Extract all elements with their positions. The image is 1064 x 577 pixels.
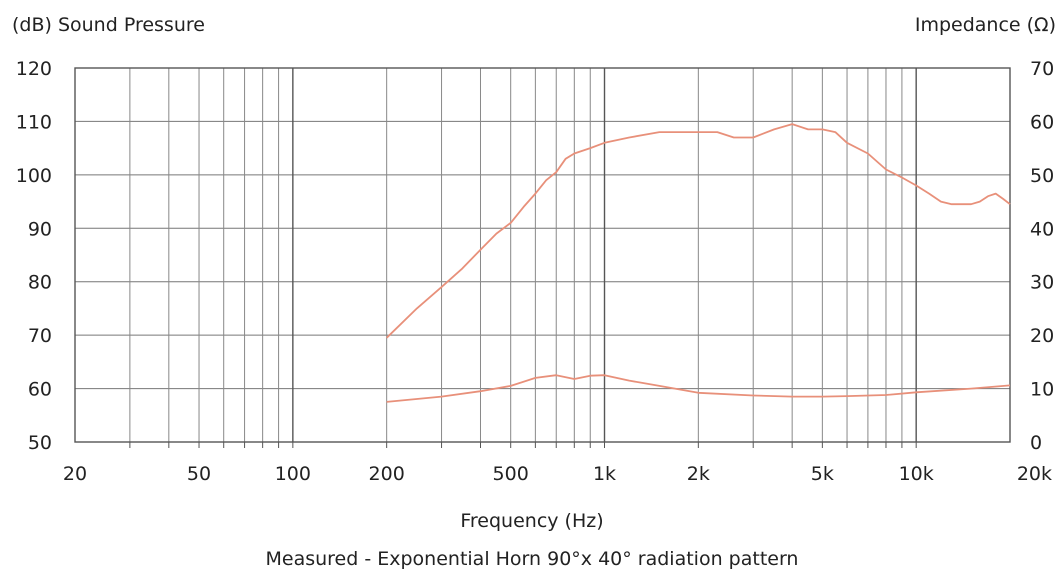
sound-pressure-series-line [386, 123, 1011, 339]
plot-frame [74, 67, 1011, 443]
right-y-tick-label: 60 [1030, 111, 1054, 133]
left-y-tick-labels: 50 60 70 80 90 100 110 120 [16, 58, 52, 454]
right-y-axis-label: Impedance (Ω) [914, 14, 1056, 36]
x-tick-label: 1k [593, 463, 616, 485]
right-y-tick-label: 20 [1030, 325, 1054, 347]
x-tick-label: 500 [493, 463, 529, 485]
x-tick-label: 20k [1017, 463, 1052, 485]
left-y-axis-label: (dB) Sound Pressure [12, 14, 205, 36]
major-gridlines [75, 67, 1010, 443]
left-y-tick-label: 100 [16, 165, 52, 187]
left-y-tick-label: 50 [28, 432, 52, 454]
left-y-tick-label: 60 [28, 379, 52, 401]
x-axis-label: Frequency (Hz) [460, 510, 604, 532]
left-y-tick-label: 70 [28, 325, 52, 347]
x-tick-label: 50 [187, 463, 211, 485]
x-tick-label: 5k [811, 463, 834, 485]
x-tick-label: 20 [63, 463, 87, 485]
x-tick-labels: 20 50 100 200 500 1k 2k 5k 10k 20k [63, 463, 1052, 485]
right-y-tick-label: 70 [1030, 58, 1054, 80]
right-y-tick-label: 0 [1030, 432, 1042, 454]
right-y-tick-label: 10 [1030, 379, 1054, 401]
x-tick-label: 2k [687, 463, 710, 485]
left-y-tick-label: 80 [28, 272, 52, 294]
right-y-tick-label: 30 [1030, 272, 1054, 294]
series-layer [386, 123, 1011, 403]
left-y-tick-label: 120 [16, 58, 52, 80]
x-tick-label: 200 [369, 463, 405, 485]
x-tick-label: 100 [275, 463, 311, 485]
chart-caption: Measured - Exponential Horn 90°x 40° rad… [265, 548, 799, 570]
minor-gridlines [129, 68, 917, 448]
right-y-tick-label: 50 [1030, 165, 1054, 187]
right-y-tick-label: 40 [1030, 218, 1054, 240]
impedance-series-line [386, 374, 1011, 403]
right-y-tick-labels: 0 10 20 30 40 50 60 70 [1030, 58, 1054, 454]
left-y-tick-label: 90 [28, 218, 52, 240]
left-y-tick-label: 110 [16, 111, 52, 133]
x-tick-label: 10k [899, 463, 934, 485]
